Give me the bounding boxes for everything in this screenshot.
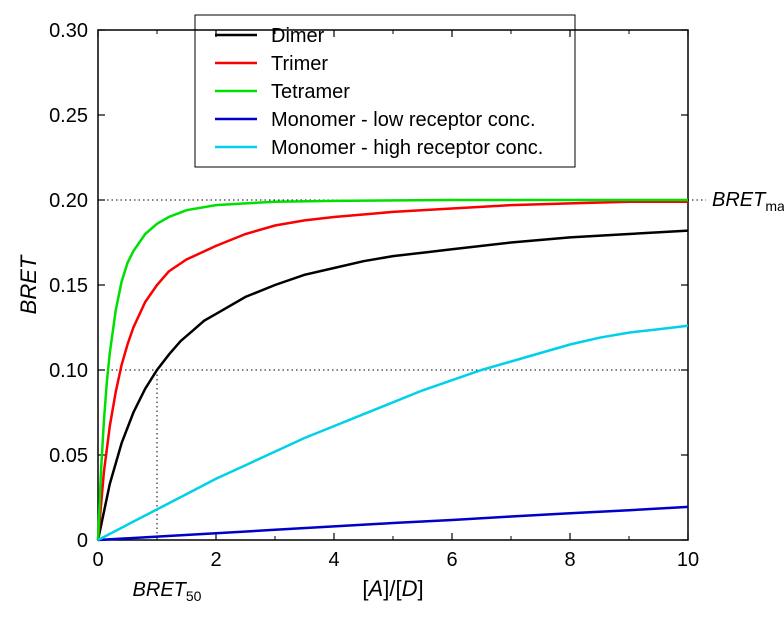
x-tick-label: 0 <box>92 549 103 571</box>
y-axis-label: BRET <box>16 254 41 314</box>
legend-label: Dimer <box>271 25 325 47</box>
plot-frame <box>98 30 688 540</box>
x-tick-label: 6 <box>446 549 457 571</box>
legend-label: Monomer - low receptor conc. <box>271 109 536 131</box>
series-trimer <box>98 202 688 540</box>
y-tick-label: 0.20 <box>49 190 88 212</box>
y-tick-label: 0.05 <box>49 445 88 467</box>
x-tick-label: 4 <box>328 549 339 571</box>
series-monomer-low-receptor-conc- <box>98 507 688 540</box>
y-tick-label: 0.30 <box>49 20 88 42</box>
legend-label: Tetramer <box>271 81 350 103</box>
y-tick-label: 0.10 <box>49 360 88 382</box>
legend-label: Monomer - high receptor conc. <box>271 137 543 159</box>
bretmax-label: BRETmax <box>712 189 784 214</box>
x-tick-label: 8 <box>564 549 575 571</box>
y-tick-label: 0.15 <box>49 275 88 297</box>
chart-svg: 0 2 4 6 8 10 0 0.05 0.10 0.15 0.20 0.25 0.30 BRET [A]/… <box>0 0 784 633</box>
x-axis-label: [A]/[D] <box>362 576 423 601</box>
series-tetramer <box>98 200 688 540</box>
x-tick-label: 10 <box>677 549 699 571</box>
y-tick-label: 0 <box>77 530 88 552</box>
y-tick-label: 0.25 <box>49 105 88 127</box>
series-monomer-high-receptor-conc- <box>98 326 688 540</box>
bret-chart: 0 2 4 6 8 10 0 0.05 0.10 0.15 0.20 0.25 0.30 BRET [A]/… <box>0 0 784 633</box>
legend-label: Trimer <box>271 53 328 75</box>
x-tick-label: 2 <box>210 549 221 571</box>
bret50-label: BRET50 <box>133 579 202 604</box>
